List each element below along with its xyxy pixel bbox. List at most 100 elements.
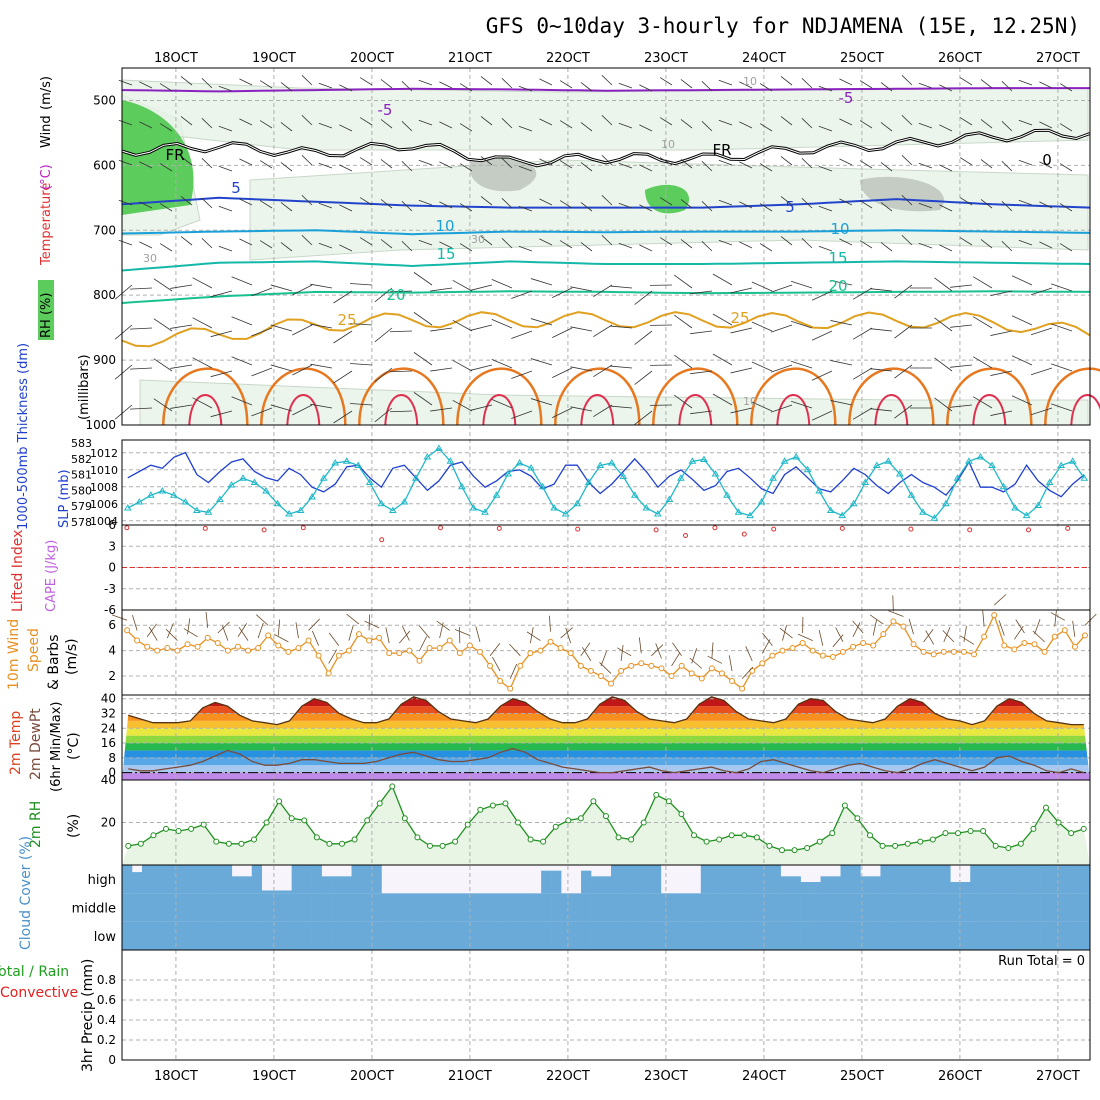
cloud-bar-low [331, 921, 342, 950]
wind-barb [818, 85, 833, 92]
wind-barb [901, 154, 913, 166]
wind-speed-point [164, 645, 171, 652]
cloud-bar-middle [531, 893, 542, 922]
wind-barb-10m [672, 642, 682, 657]
wind-barb-10m [1015, 619, 1025, 634]
cloud-bar-middle [1070, 893, 1081, 922]
cloud-bar-middle [710, 893, 722, 922]
cloud-bar-low [151, 921, 163, 950]
wind-barb [518, 205, 533, 212]
wind-barb-10m [509, 643, 521, 657]
wind-barb [852, 367, 873, 380]
wind-barb [480, 196, 493, 206]
wind-barb [159, 203, 173, 212]
wind-speed-point [335, 652, 342, 659]
cloud-bar-high [331, 876, 342, 894]
slp-point [607, 458, 616, 466]
cloud-bar-low [521, 921, 532, 950]
wind-barb [318, 122, 333, 129]
wind-barb-10m [888, 610, 904, 617]
wind-speed-point [608, 680, 615, 687]
wind-barb [359, 237, 373, 246]
wind-barb [901, 114, 913, 126]
cloud-bar-middle [551, 893, 562, 922]
cloud-level-label: high [88, 873, 116, 888]
wind-barb-10m [274, 634, 289, 643]
wind-barb [318, 202, 333, 209]
cloud-bar-high [900, 865, 911, 894]
rh2m-point [150, 832, 157, 839]
wind-speed-point [890, 618, 897, 625]
rh2m-point [326, 840, 333, 847]
wind-speed-point [1061, 627, 1068, 634]
cloud-bar-low [221, 921, 233, 950]
cloud-bar-high [211, 865, 223, 894]
wind-barb [1059, 123, 1073, 132]
rh2m-point [565, 817, 572, 824]
wind-barb [610, 325, 633, 329]
wind-barb [1018, 119, 1033, 126]
wind-barb [950, 284, 973, 288]
cloud-bar-middle [990, 893, 1001, 922]
wind-speed-point [920, 648, 927, 655]
rh2m-point [502, 800, 509, 807]
wind-speed-point [759, 660, 766, 667]
wind-barb [339, 84, 353, 92]
cloud-bar-middle [640, 893, 652, 922]
rh2m-point [1017, 840, 1024, 847]
cloud-bar-low [161, 921, 173, 950]
y-tick-label-lifted-index: -6 [104, 603, 116, 617]
wind-speed-point [587, 667, 594, 674]
wind-barb-10m [671, 652, 681, 667]
cloud-bar-high [760, 865, 771, 894]
cloud-bar-low [690, 921, 702, 950]
cloud-bar-low [910, 921, 921, 950]
slp-point [262, 487, 270, 494]
wind-barb [452, 399, 473, 412]
y-axis-title-wind10m-unit: (m/s) [64, 638, 80, 675]
wind-barb [939, 164, 953, 172]
wind-barb-10m [385, 627, 390, 644]
contour-label: 30 [143, 252, 157, 265]
wind-barb [359, 157, 373, 166]
wind-barb-10m [346, 613, 360, 625]
wind-speed-point [547, 638, 554, 645]
slp-point [239, 474, 247, 481]
wind-barb-10m [599, 662, 612, 674]
wind-barb [374, 327, 393, 343]
wind-barb [318, 162, 333, 169]
wind-barb [359, 77, 373, 86]
cloud-bar-middle [151, 893, 163, 922]
cloud-bar-high [830, 876, 841, 894]
wind-speed-point [234, 643, 241, 650]
wind-speed-point [1031, 641, 1038, 648]
rh2m-point [276, 798, 283, 805]
y-axis-title-wind: Wind [39, 115, 54, 148]
wind-barb-10m [762, 632, 773, 646]
wind-barb [718, 79, 733, 86]
cloud-bar-middle [431, 893, 442, 922]
cloud-bar-high [710, 865, 722, 894]
wind-barb [680, 199, 693, 209]
temperature-contour-line [580, 394, 615, 426]
y-axis-title-pressure: (millibars) [77, 354, 92, 420]
wind-barb [1011, 355, 1033, 366]
wind-barb-10m [312, 630, 319, 646]
rh-high-area [645, 184, 690, 214]
wind-barb [790, 320, 813, 329]
wind-barb [990, 290, 1013, 296]
wind-barb [130, 287, 153, 290]
cloud-bar-low [421, 921, 432, 950]
y-tick-label-temperature: 0 [108, 766, 116, 780]
rh2m-point [527, 836, 534, 843]
wind-barb-10m [651, 644, 664, 657]
cloud-bar-low [800, 921, 811, 950]
wind-speed-point [718, 670, 725, 677]
wind-barb [218, 85, 233, 92]
y-tick-label-thickness: 578 [71, 516, 92, 529]
wind-barb [618, 82, 633, 89]
wind-barb [601, 234, 613, 246]
wind-speed-point [779, 647, 786, 654]
wind-barb-10m [165, 629, 178, 641]
temperature-contour-line [358, 367, 445, 426]
